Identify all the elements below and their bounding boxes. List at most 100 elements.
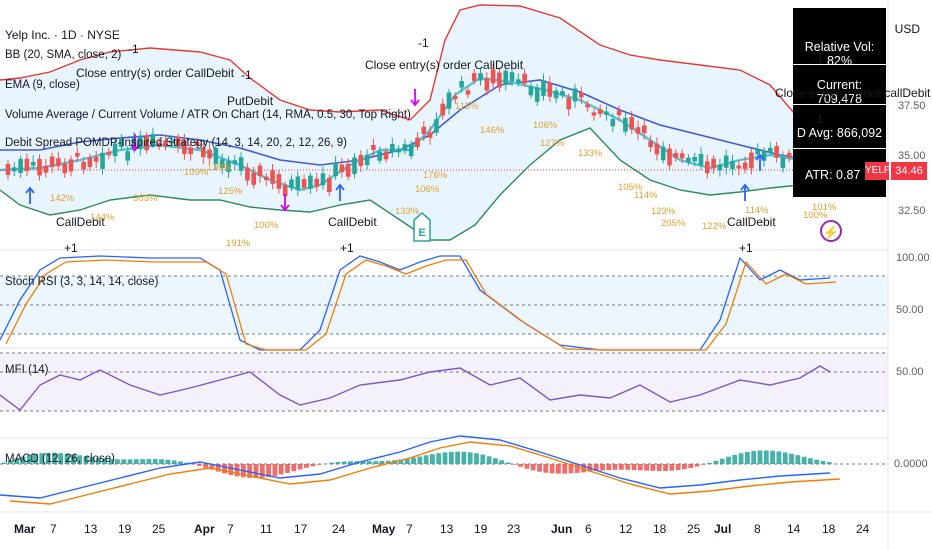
mfi-label[interactable]: MFI (14)	[5, 364, 49, 376]
trade-label[interactable]: CallDebit	[727, 215, 776, 229]
macd-histogram-bar	[26, 455, 32, 464]
macd-histogram-bar	[656, 464, 662, 471]
trade-label[interactable]: PutDebit	[227, 94, 274, 108]
pct-label: 191%	[226, 238, 251, 249]
macd-histogram-bar	[165, 459, 171, 464]
panel-divider	[793, 148, 886, 149]
macd-histogram-bar	[619, 464, 624, 470]
trade-label[interactable]: CallDebit	[328, 215, 377, 229]
macd-histogram-bar	[612, 464, 618, 470]
trade-label[interactable]: -1	[128, 42, 139, 56]
macd-histogram-bar	[820, 460, 826, 464]
candle-body	[654, 143, 660, 155]
indicator-bb-label[interactable]: BB (20, SMA, close, 2)	[5, 49, 122, 61]
trade-label[interactable]: Close entry(s) order CallDebit	[365, 58, 524, 72]
candle-body	[673, 152, 679, 159]
candle-body	[786, 152, 792, 158]
indicator-vol-label[interactable]: Volume Average / Current Volume / ATR On…	[5, 109, 411, 121]
candle-body	[282, 185, 288, 197]
macd-histogram-bar	[1, 462, 7, 464]
pct-label: 176%	[423, 170, 448, 181]
trade-label[interactable]: -1	[813, 112, 824, 126]
pct-label: 101%	[812, 202, 837, 213]
mfi-band	[0, 353, 888, 411]
pct-label: 118%	[207, 162, 231, 173]
candle-body	[616, 110, 622, 116]
macd-label[interactable]: MACD (12, 26, close)	[5, 453, 115, 465]
candle-body	[453, 96, 458, 100]
lightning-icon[interactable]: ⚡	[820, 220, 842, 242]
macd-histogram-bar	[637, 464, 643, 471]
trade-label[interactable]: -1	[813, 52, 824, 66]
candle-body	[623, 117, 628, 132]
candle-body	[295, 176, 301, 190]
candle-body	[610, 119, 616, 127]
symbol-title[interactable]: Yelp Inc. · 1D · NYSE	[5, 28, 120, 42]
trade-label[interactable]: -1	[418, 36, 429, 50]
macd-histogram-bar	[486, 456, 492, 464]
pct-label: 146%	[480, 125, 505, 136]
candle-body	[144, 135, 149, 151]
candle-body	[194, 141, 200, 146]
pct-label: 106%	[415, 184, 440, 195]
pct-label: 109%	[184, 167, 209, 178]
time-axis-label: 23	[507, 522, 521, 536]
candle-body	[717, 164, 723, 171]
time-axis-label: Apr	[194, 522, 215, 536]
candle-body	[125, 151, 130, 161]
candle-body	[138, 136, 143, 150]
candle-body	[201, 148, 206, 158]
trade-label[interactable]: +1	[340, 241, 354, 255]
candle-body	[43, 165, 49, 173]
candle-body	[478, 73, 483, 81]
candle-body	[270, 170, 275, 184]
trade-label[interactable]: +1	[64, 241, 78, 255]
stoch-tick: 100.00	[896, 252, 930, 264]
macd-histogram-bar	[159, 459, 164, 464]
macd-histogram-bar	[467, 452, 473, 464]
pct-label: 114%	[745, 205, 769, 216]
trade-label[interactable]: Close entry(s) order callDebit	[775, 86, 931, 100]
candle-body	[736, 165, 742, 169]
candle-body	[169, 140, 175, 144]
macd-histogram-bar	[234, 464, 240, 477]
macd-histogram-bar	[209, 464, 215, 470]
candle-body	[780, 157, 786, 169]
macd-histogram-bar	[436, 453, 442, 464]
indicator-ema-label[interactable]: EMA (9, close)	[5, 79, 80, 91]
candle-body	[62, 163, 67, 174]
trade-label[interactable]: CallDebit	[56, 215, 105, 229]
trade-label[interactable]: +1	[739, 241, 753, 255]
pct-label: 114%	[634, 190, 658, 201]
macd-histogram-bar	[178, 461, 183, 464]
macd-histogram-bar	[272, 464, 278, 476]
macd-histogram-bar	[814, 459, 820, 464]
stoch-rsi-label[interactable]: Stoch RSI (3, 3, 14, 14, close)	[5, 276, 159, 288]
earnings-badge-icon[interactable]: E	[413, 212, 431, 242]
candle-body	[276, 174, 282, 189]
time-axis-label: Jul	[714, 522, 732, 536]
candle-body	[68, 159, 74, 172]
macd-histogram-bar	[505, 462, 511, 464]
macd-histogram-bar	[650, 464, 656, 471]
time-axis-label: 25	[687, 522, 701, 536]
macd-histogram-bar	[663, 464, 668, 471]
macd-histogram-bar	[335, 461, 341, 464]
indicator-strategy-label[interactable]: Debit Spread POMDP-Inspired Strategy (14…	[5, 137, 347, 149]
macd-histogram-bar	[537, 464, 542, 472]
candle-body	[24, 158, 30, 172]
macd-tick: 0.0000	[894, 458, 928, 470]
candle-body	[560, 91, 565, 96]
candle-body	[402, 144, 408, 151]
time-axis-label: 24	[332, 522, 346, 536]
trade-label[interactable]: Close entry(s) order CallDebit	[76, 66, 235, 80]
macd-histogram-bar	[140, 459, 145, 464]
candle-body	[516, 79, 521, 83]
macd-histogram-bar	[253, 464, 259, 478]
macd-histogram-bar	[411, 457, 416, 464]
candle-body	[528, 86, 534, 96]
mfi-line	[0, 365, 831, 411]
candle-body	[686, 157, 691, 163]
trade-label[interactable]: -1	[241, 68, 252, 82]
